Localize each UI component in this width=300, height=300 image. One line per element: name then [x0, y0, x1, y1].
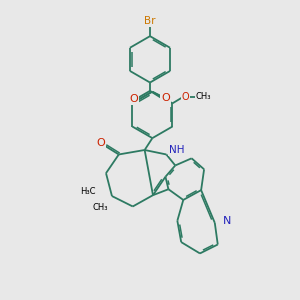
Text: Br: Br [144, 16, 156, 26]
Text: H₃C: H₃C [80, 187, 96, 196]
Text: N: N [223, 216, 232, 226]
Text: O: O [97, 138, 105, 148]
Text: NH: NH [169, 145, 184, 155]
Text: CH₃: CH₃ [93, 203, 108, 212]
Text: O: O [129, 94, 138, 104]
Text: O: O [161, 93, 170, 103]
Text: O: O [182, 92, 189, 102]
Text: CH₃: CH₃ [196, 92, 211, 101]
